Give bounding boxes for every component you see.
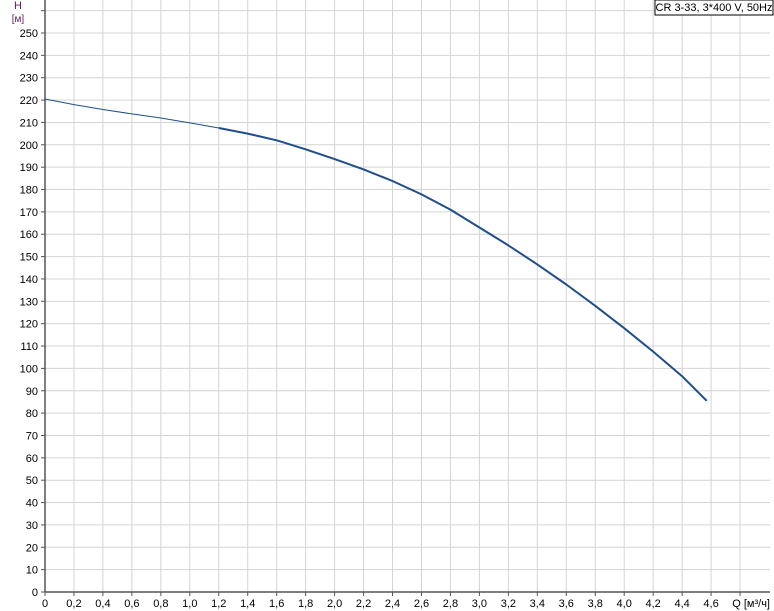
x-tick-label: 1,2 [211,598,226,610]
y-tick-label: 90 [26,386,38,398]
y-axis-label: H [14,0,22,12]
legend-title: CR 3-33, 3*400 V, 50Hz [656,2,773,14]
axes [41,0,770,596]
y-tick-label: 0 [32,587,38,599]
y-tick-label: 180 [20,185,38,197]
series-line-low-flow [44,98,219,129]
x-tick-label: 3,8 [588,598,603,610]
y-tick-label: 230 [20,73,38,85]
x-tick-label: 4,2 [646,598,661,610]
grid [45,0,770,592]
y-tick-label: 120 [20,319,38,331]
x-tick-label: 0,8 [153,598,168,610]
x-tick-label: 3,4 [530,598,545,610]
y-tick-label: 110 [20,341,38,353]
y-tick-label: 160 [20,229,38,241]
y-tick-label: 50 [26,475,38,487]
x-tick-label: 3,6 [559,598,574,610]
y-tick-label: 30 [26,520,38,532]
series-line [218,127,708,402]
x-tick-label: 4,0 [617,598,632,610]
y-tick-label: 190 [20,162,38,174]
y-tick-label: 210 [20,117,38,129]
x-tick-label: 4,4 [674,598,689,610]
y-tick-label: 220 [20,95,38,107]
y-tick-label: 80 [26,408,38,420]
y-tick-label: 70 [26,430,38,442]
y-axis-unit: [м] [12,14,25,25]
y-tick-labels: 0 10 20 30 40 50 60 70 80 90 100 110 120 130 140 150 160… [20,28,38,599]
x-tick-label: 4,6 [703,598,718,610]
y-tick-label: 20 [26,542,38,554]
x-tick-label: 3,0 [472,598,487,610]
x-tick-label: 3,2 [501,598,516,610]
x-axis-label: Q [м³/ч] [732,598,770,610]
y-tick-label: 250 [20,28,38,40]
y-tick-label: 10 [26,565,38,577]
y-tick-label: 200 [20,140,38,152]
x-tick-label: 0,4 [95,598,110,610]
x-tick-label: 0,6 [124,598,139,610]
x-tick-label: 1,8 [298,598,313,610]
y-tick-label: 150 [20,252,38,264]
x-tick-label: 2,2 [356,598,371,610]
y-tick-label: 40 [26,498,38,510]
y-tick-label: 240 [20,50,38,62]
series-lines [44,98,708,402]
x-tick-label: 1,4 [240,598,255,610]
legend-box [654,0,774,16]
x-tick-label: 2,4 [385,598,400,610]
x-tick-label: 2,6 [414,598,429,610]
x-tick-label: 1,0 [182,598,197,610]
y-tick-label: 140 [20,274,38,286]
y-tick-label: 170 [20,207,38,219]
x-tick-label: 2,0 [327,598,342,610]
y-tick-label: 60 [26,453,38,465]
x-tick-label: 0,2 [66,598,81,610]
y-tick-label: 130 [20,296,38,308]
x-tick-labels: 0 0,2 0,4 0,6 0,8 1,0 1,2 1,4 1,6 1,8 2,0 2,2 2,4 2,6… [42,598,719,610]
x-tick-label: 1,6 [269,598,284,610]
y-tick-label: 100 [20,363,38,375]
x-tick-label: 2,8 [443,598,458,610]
x-tick-label: 0 [42,598,48,610]
